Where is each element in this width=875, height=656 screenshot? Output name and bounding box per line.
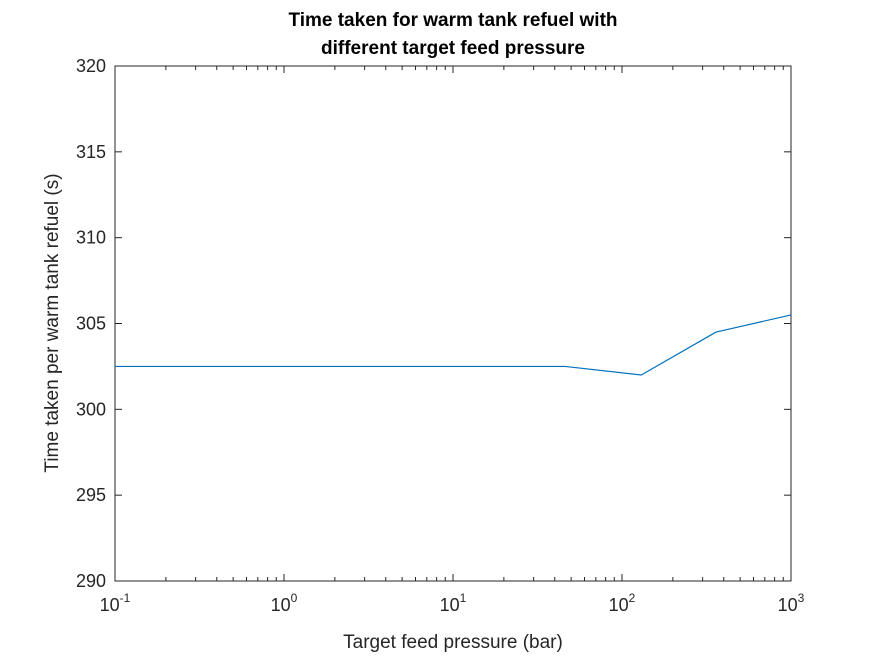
x-tick-label: 10-1: [100, 591, 131, 615]
x-tick-label-base: 10: [271, 595, 291, 615]
chart-title-line-2: different target feed pressure: [321, 38, 585, 59]
y-tick-label: 305: [76, 314, 106, 334]
x-tick-label-base: 10: [609, 595, 629, 615]
series-line: [115, 314, 792, 376]
y-tick-label: 300: [76, 399, 106, 419]
x-tick-label-exponent: 2: [629, 591, 636, 605]
chart-title-line-1: Time taken for warm tank refuel with: [288, 10, 617, 31]
y-tick-label: 290: [76, 571, 106, 591]
x-tick-label-exponent: 1: [460, 591, 467, 605]
y-tick-label: 310: [76, 228, 106, 248]
plot-area: [114, 65, 792, 582]
y-tick-label: 315: [76, 142, 106, 162]
x-tick-label: 102: [609, 591, 636, 615]
x-tick-label: 103: [778, 591, 805, 615]
x-axis-tick-labels: 10-1 100 101 102 103: [100, 591, 805, 615]
x-axis-ticks: [114, 66, 792, 581]
x-tick-label: 101: [440, 591, 467, 615]
x-tick-label-exponent: 0: [291, 591, 298, 605]
y-axis-tick-labels: 290 295 300 305 310 315 320: [76, 56, 106, 591]
x-tick-label-exponent: 3: [798, 591, 805, 605]
x-tick-label-base: 10: [440, 595, 460, 615]
y-axis-ticks: [115, 65, 791, 582]
x-tick-label-base: 10: [100, 595, 120, 615]
y-axis-label: Time taken per warm tank refuel (s): [42, 173, 63, 472]
x-tick-label: 100: [271, 591, 298, 615]
x-tick-label-base: 10: [778, 595, 798, 615]
x-tick-label-exponent: -1: [120, 591, 131, 605]
series-group: [115, 314, 792, 376]
x-axis-label: Target feed pressure (bar): [343, 632, 563, 653]
y-tick-label: 295: [76, 485, 106, 505]
y-tick-label: 320: [76, 56, 106, 76]
